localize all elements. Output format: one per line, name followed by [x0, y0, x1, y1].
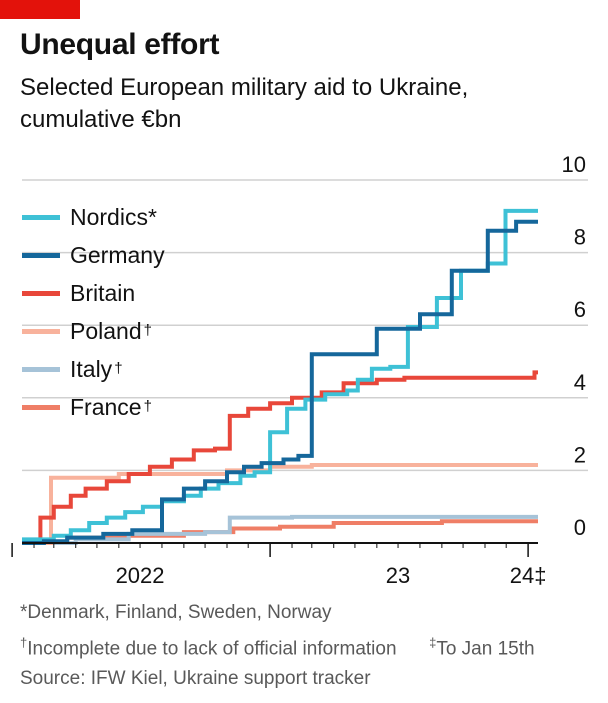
- legend-mark-italy: †: [114, 360, 123, 377]
- x-tick-label-1: 23: [386, 563, 410, 588]
- legend-swatch-britain: [22, 290, 60, 296]
- legend-swatch-germany: [22, 252, 60, 258]
- brand-red-tag: [0, 0, 80, 19]
- series-line-germany: [22, 219, 538, 545]
- x-tick-label-0: 2022: [116, 563, 165, 588]
- chart-legend: Nordics* Germany Britain Poland † Italy † Franc…: [22, 198, 165, 426]
- y-tick-label-0: 0: [574, 515, 586, 540]
- legend-mark-poland: †: [143, 322, 152, 339]
- legend-label-france: France: [70, 394, 142, 420]
- legend-item-italy: Italy †: [22, 350, 165, 388]
- y-tick-label-4: 4: [574, 370, 586, 395]
- legend-item-germany: Germany: [22, 236, 165, 274]
- legend-swatch-italy: [22, 366, 60, 372]
- y-tick-label-10: 10: [562, 152, 586, 177]
- legend-swatch-nordics: [22, 214, 60, 220]
- chart-subtitle: Selected European military aid to Ukrain…: [20, 74, 469, 133]
- legend-item-nordics: Nordics*: [22, 198, 165, 236]
- chart-title: Unequal effort: [20, 28, 220, 61]
- legend-swatch-france: [22, 404, 60, 410]
- legend-swatch-poland: [22, 328, 60, 334]
- legend-label-poland: Poland: [70, 318, 142, 344]
- footnote-incomplete-text: Incomplete due to lack of official infor…: [27, 638, 397, 660]
- footnote-double-dagger: ‡: [429, 635, 437, 650]
- legend-label-britain: Britain: [70, 280, 136, 306]
- y-tick-label-8: 8: [574, 225, 586, 250]
- x-tick-label-2: 24‡: [510, 563, 547, 588]
- legend-label-germany: Germany: [70, 242, 165, 268]
- series-line-italy: [22, 514, 538, 545]
- series-line-nordics: [22, 208, 538, 542]
- legend-label-italy: Italy: [70, 356, 113, 382]
- series-line-poland: [22, 463, 538, 545]
- legend-item-france: France †: [22, 388, 165, 426]
- legend-item-poland: Poland †: [22, 312, 165, 350]
- footnote-members: *Denmark, Finland, Sweden, Norway: [20, 602, 332, 623]
- footnote-cutoff-text: To Jan 15th: [436, 638, 535, 660]
- y-tick-label-6: 6: [574, 297, 586, 322]
- footnote-dagger: †: [20, 635, 28, 650]
- footnote-source: Source: IFW Kiel, Ukraine support tracke…: [20, 668, 371, 690]
- legend-mark-france: †: [143, 398, 152, 415]
- chart-plot: 0 2 4 6 8 10 2022 23 24‡: [11, 152, 588, 588]
- footnote-incomplete: †Incomplete due to lack of official info…: [20, 628, 535, 664]
- legend-label-nordics: Nordics*: [70, 204, 157, 230]
- footnotes: *Denmark, Finland, Sweden, Norway †Incom…: [20, 598, 535, 694]
- legend-item-britain: Britain: [22, 274, 165, 312]
- y-tick-label-2: 2: [574, 442, 586, 467]
- series-line-britain: [22, 370, 538, 544]
